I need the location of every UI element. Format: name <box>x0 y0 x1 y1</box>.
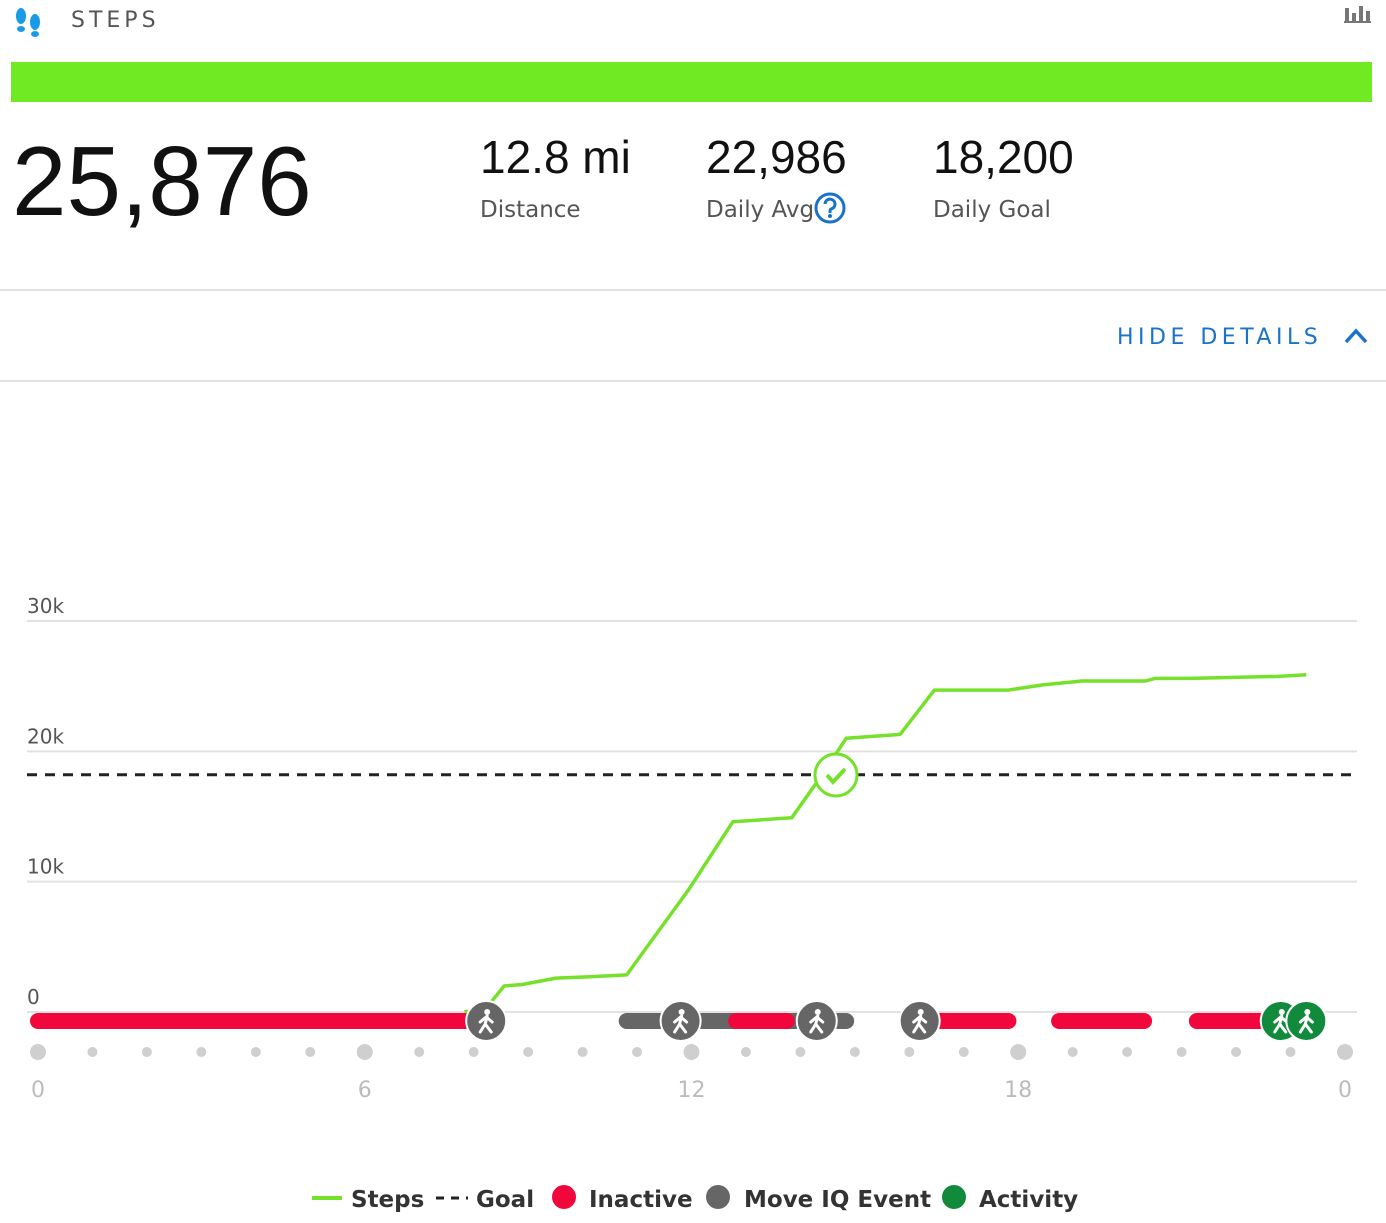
legend-label: Inactive <box>589 1187 693 1213</box>
move-iq-icon-figure <box>673 1014 689 1034</box>
hour-dot <box>305 1047 316 1057</box>
steps-icon <box>16 8 40 37</box>
legend-label: Activity <box>979 1187 1078 1213</box>
activity-icon <box>1285 1000 1328 1042</box>
y-tick-label: 20k <box>27 724 64 748</box>
chart: 0 10k 20k 30k 0 6 12 18 0 <box>27 594 1357 1103</box>
total-steps: 25,876 <box>12 126 312 236</box>
legend-swatch-activity <box>942 1185 966 1209</box>
hour-dot <box>577 1047 588 1057</box>
activity-icon-figure <box>1298 1014 1314 1034</box>
hour-dot <box>904 1047 915 1057</box>
activity-icon-head <box>1304 1009 1311 1015</box>
hour-dot <box>1067 1047 1078 1057</box>
activity-icon-head <box>1278 1009 1285 1015</box>
move-iq-icon-figure <box>478 1014 494 1034</box>
x-tick-label: 0 <box>31 1078 45 1103</box>
hour-dot <box>1176 1047 1187 1057</box>
legend: Steps Goal Inactive Move IQ Event Activi… <box>312 1185 1078 1213</box>
legend-label: Steps <box>351 1187 424 1213</box>
hour-dot <box>87 1047 98 1057</box>
y-tick-label: 10k <box>27 855 64 879</box>
chart-view-button[interactable] <box>1344 6 1371 23</box>
move-iq-icon-head <box>814 1009 821 1015</box>
hour-dot <box>250 1047 261 1057</box>
hour-dot <box>632 1047 643 1057</box>
hour-dot <box>795 1047 806 1057</box>
hide-details-button[interactable]: HIDE DETAILS <box>1117 325 1322 350</box>
y-tick-label: 0 <box>27 985 40 1009</box>
hour-dot <box>683 1044 700 1060</box>
y-tick-label: 30k <box>27 594 64 618</box>
goal-reached-circle <box>813 752 859 798</box>
goal-progress-bar <box>11 62 1372 102</box>
hour-dot <box>30 1044 46 1060</box>
card-title: STEPS <box>71 8 160 33</box>
x-tick-label: 0 <box>1338 1078 1352 1103</box>
activity-icon-figure <box>1273 1014 1289 1034</box>
stat-value: 18,200 <box>933 131 1074 183</box>
stat-value: 22,986 <box>706 131 847 183</box>
help-icon[interactable] <box>814 192 846 224</box>
chevron-up[interactable] <box>1344 328 1368 344</box>
hour-dot <box>1122 1047 1133 1057</box>
move-iq-icon-head <box>484 1009 491 1015</box>
goal-reached-icon <box>813 752 859 798</box>
move-iq-icon <box>465 1000 508 1042</box>
x-tick-label: 6 <box>358 1078 372 1103</box>
move-iq-icon-figure <box>912 1014 928 1034</box>
move-iq-icon-head <box>917 1009 924 1015</box>
stat-value: 12.8 mi <box>480 131 631 183</box>
hour-dot <box>1231 1047 1242 1057</box>
move-iq-icon-figure <box>809 1014 825 1034</box>
x-tick-label: 18 <box>1004 1078 1032 1103</box>
legend-label: Goal <box>476 1187 534 1213</box>
legend-swatch-move-iq <box>706 1185 730 1209</box>
goal-reached-check <box>825 767 847 786</box>
hour-dot <box>1010 1044 1027 1060</box>
move-iq-icon-head <box>678 1009 685 1015</box>
move-iq-icon <box>659 1000 702 1042</box>
steps-line <box>464 673 1307 1014</box>
hour-dot <box>849 1047 860 1057</box>
stat-label: Daily Avg <box>706 197 814 223</box>
hour-dot <box>356 1044 373 1060</box>
hour-dot <box>740 1047 751 1057</box>
legend-swatch-inactive <box>552 1185 576 1209</box>
hour-dot <box>523 1047 534 1057</box>
move-iq-icon <box>795 1000 838 1042</box>
hour-dot <box>468 1047 479 1057</box>
move-iq-icon <box>898 1000 941 1042</box>
hour-dot <box>414 1047 425 1057</box>
stat-label: Daily Goal <box>933 197 1051 223</box>
stat-label: Distance <box>480 197 581 223</box>
hour-dot <box>196 1047 207 1057</box>
hour-dot <box>1337 1044 1353 1060</box>
hour-dot <box>1285 1047 1296 1057</box>
x-tick-label: 12 <box>678 1078 706 1103</box>
hour-dot <box>958 1047 969 1057</box>
legend-label: Move IQ Event <box>744 1187 931 1213</box>
hour-dot <box>141 1047 152 1057</box>
